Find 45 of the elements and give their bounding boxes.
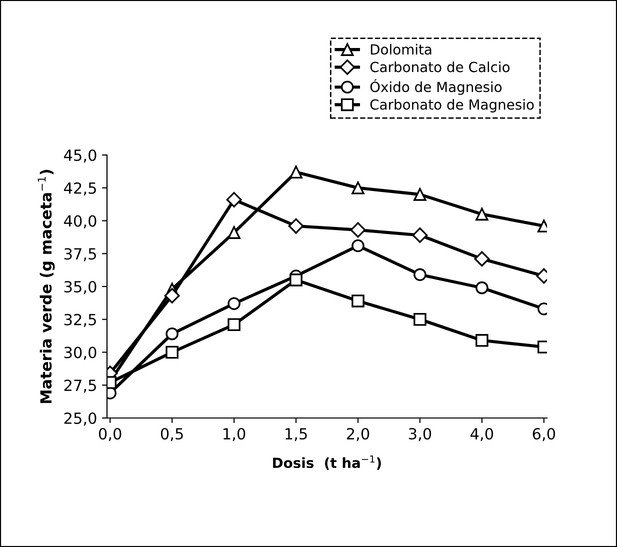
point	[352, 239, 364, 252]
point	[352, 294, 364, 308]
x-tick-label: 0,0	[98, 428, 122, 442]
point	[228, 318, 240, 332]
x-tick-label: 1,0	[224, 428, 246, 442]
point	[476, 334, 488, 347]
legend-label: Carbonato de Magnesio	[370, 99, 534, 112]
legend-label: Dolomita	[370, 44, 432, 55]
y-tick-label: 35,0	[64, 280, 96, 294]
point	[290, 166, 302, 178]
point	[474, 251, 490, 267]
y-tick-label: 27,5	[64, 380, 96, 393]
x-tick-label: 0,5	[160, 428, 183, 442]
legend-label: Carbonato de Calcio	[370, 62, 510, 72]
legend-label: Óxido de Magnesio	[370, 79, 502, 95]
x-tick-label: 1,5	[286, 428, 307, 442]
point	[166, 346, 178, 359]
point	[412, 228, 428, 243]
y-tick-label: 42,5	[64, 182, 96, 196]
point	[228, 226, 240, 239]
x-tick-label: 6,0	[532, 428, 556, 442]
y-tick-label: 37,5	[64, 248, 96, 262]
y-tick-label: 32,5	[64, 314, 96, 327]
x-tick-label: 4,0	[470, 428, 494, 442]
point	[166, 327, 178, 340]
point	[414, 312, 426, 326]
x-axis-title: Dosis (t ha$^{−1}$)	[273, 455, 381, 470]
point	[350, 222, 366, 238]
y-tick-label: 40,0	[64, 215, 96, 228]
x-tick-label: 3,0	[408, 428, 432, 442]
point	[414, 268, 426, 282]
y-tick-label: 25,0	[64, 412, 96, 426]
y-tick-label: 30,0	[64, 346, 96, 360]
y-axis-title: Materia verde (g maceta$^{−1}$)	[38, 170, 55, 404]
point	[476, 281, 488, 294]
point	[164, 288, 180, 304]
point	[226, 192, 242, 208]
point	[414, 188, 426, 201]
point	[352, 181, 364, 194]
point	[476, 208, 488, 221]
x-tick-label: 2,0	[346, 428, 370, 442]
point	[288, 218, 304, 234]
y-tick-label: 45,0	[64, 149, 96, 163]
point	[290, 274, 302, 286]
point	[228, 297, 240, 310]
